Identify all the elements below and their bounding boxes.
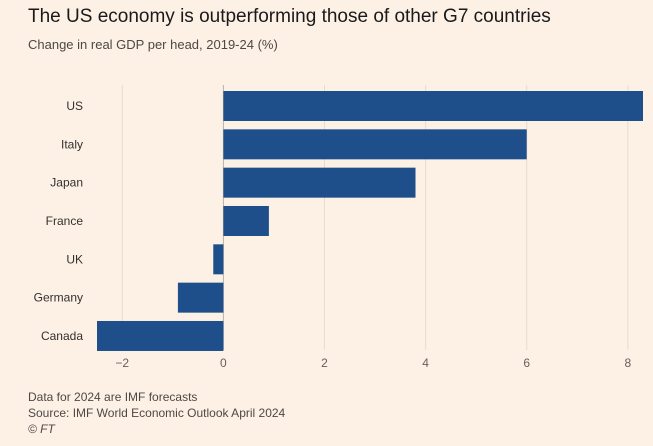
bar-japan: [223, 167, 416, 198]
category-labels: US Italy Japan France UK Germany Canada: [34, 99, 84, 343]
x-tick-label: 2: [321, 356, 328, 370]
category-label-japan: Japan: [50, 176, 83, 190]
ft-credit: © FT: [28, 422, 55, 436]
chart-subtitle: Change in real GDP per head, 2019-24 (%): [28, 37, 278, 52]
x-tick-label: 0: [220, 356, 227, 370]
source-note: Source: IMF World Economic Outlook April…: [28, 406, 286, 420]
bar-italy: [223, 129, 527, 160]
x-tick-label: 8: [624, 356, 631, 370]
category-label-italy: Italy: [61, 137, 83, 151]
bars: [97, 91, 643, 351]
chart-title: The US economy is outperforming those of…: [28, 6, 551, 27]
x-tick-label: 6: [523, 356, 530, 370]
category-label-germany: Germany: [34, 291, 83, 305]
bar-germany: [177, 282, 224, 313]
bar-france: [223, 205, 269, 236]
category-label-uk: UK: [66, 252, 83, 266]
category-label-france: France: [46, 214, 84, 228]
category-label-us: US: [66, 99, 83, 113]
forecast-note: Data for 2024 are IMF forecasts: [28, 390, 198, 404]
bar-us: [223, 91, 643, 121]
x-tick-label: −2: [115, 356, 129, 370]
x-tick-labels: −2 0 2 4 6 8: [115, 356, 631, 370]
bar-canada: [97, 320, 224, 351]
x-tick-label: 4: [422, 356, 429, 370]
bar-uk: [213, 244, 224, 275]
category-label-canada: Canada: [41, 329, 83, 343]
